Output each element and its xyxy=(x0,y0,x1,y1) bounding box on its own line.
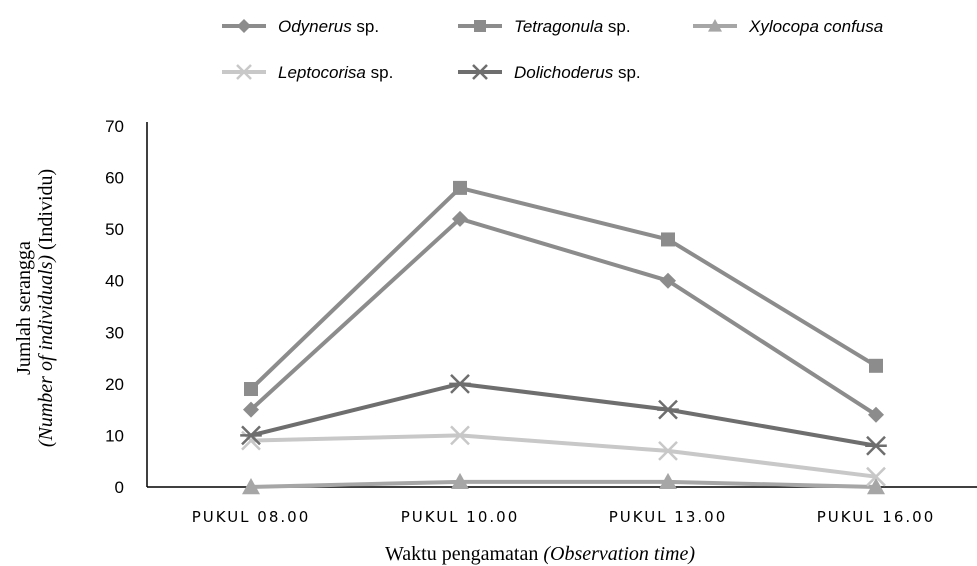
legend-label: Odynerus sp. xyxy=(278,17,379,36)
y-tick-label: 50 xyxy=(105,220,124,239)
data-point xyxy=(658,441,678,461)
series-4 xyxy=(240,373,887,456)
legend: Odynerus sp. Tetragonula sp. Xylocopa conf… xyxy=(222,17,883,82)
legend-marker xyxy=(237,19,251,33)
legend-item: Leptocorisa sp. xyxy=(222,63,393,82)
data-point xyxy=(657,399,679,420)
y-tick-label: 30 xyxy=(105,323,124,342)
y-tick-label: 60 xyxy=(105,169,124,188)
x-tick-label: PUKUL 13.00 xyxy=(609,508,728,526)
series-line xyxy=(250,479,877,489)
data-point xyxy=(869,358,883,373)
data-point xyxy=(450,425,470,446)
legend-label: Xylocopa confusa xyxy=(748,17,883,36)
x-axis-title-italic: (Observation time) xyxy=(543,543,695,565)
legend-label-rest: sp. xyxy=(366,63,393,82)
y-tick-label: 0 xyxy=(115,478,124,497)
legend-item: Tetragonula sp. xyxy=(458,17,631,36)
legend-label-italic: Xylocopa confusa xyxy=(748,17,883,36)
y-tick-label: 20 xyxy=(105,375,124,394)
x-axis-title: Waktu pengamatan (Observation time) xyxy=(385,543,695,565)
series-line xyxy=(249,185,878,391)
legend-label-italic: Tetragonula xyxy=(514,17,603,36)
series-2 xyxy=(242,472,885,495)
series-0 xyxy=(243,210,884,423)
data-point xyxy=(865,435,887,456)
data-point xyxy=(660,272,676,289)
legend-label-rest: sp. xyxy=(613,63,640,82)
series-line xyxy=(250,381,877,448)
legend-item: Dolichoderus sp. xyxy=(458,63,641,82)
y-axis-title-line1: Jumlah serangga xyxy=(13,241,35,375)
legend-label-rest: sp. xyxy=(352,17,379,36)
legend-label-italic: Leptocorisa xyxy=(278,63,366,82)
series-3 xyxy=(241,425,886,487)
data-point xyxy=(868,406,884,423)
legend-label: Leptocorisa sp. xyxy=(278,63,393,82)
data-point xyxy=(242,478,260,495)
legend-marker xyxy=(236,64,252,80)
data-point xyxy=(451,472,469,490)
axes: 0 10 20 30 40 50 60 70 PUKUL 08.00 PUKUL 10.00 PUK… xyxy=(105,117,977,526)
legend-marker xyxy=(708,19,722,32)
data-point xyxy=(659,472,677,490)
legend-label: Dolichoderus sp. xyxy=(514,63,641,82)
data-point xyxy=(661,232,675,247)
x-tick-label: PUKUL 10.00 xyxy=(401,508,520,526)
x-tick-label: PUKUL 16.00 xyxy=(817,508,936,526)
data-point xyxy=(449,373,471,394)
data-point xyxy=(452,210,468,227)
x-axis-title-main: Waktu pengamatan xyxy=(385,543,543,565)
legend-label-italic: Dolichoderus xyxy=(514,63,614,82)
x-tick-label: PUKUL 08.00 xyxy=(192,508,311,526)
legend-label-italic: Odynerus xyxy=(278,17,352,36)
series-line xyxy=(250,433,877,479)
legend-item: Xylocopa confusa xyxy=(693,17,883,36)
series-group xyxy=(240,180,887,495)
data-point xyxy=(867,478,885,495)
data-point xyxy=(244,382,258,397)
series-1 xyxy=(244,180,883,397)
legend-marker xyxy=(474,20,486,32)
legend-item: Odynerus sp. xyxy=(222,17,379,36)
data-point xyxy=(243,401,259,418)
data-point xyxy=(866,466,886,487)
y-axis-title-line2: (Number of individuals) (Individu) xyxy=(35,169,57,447)
legend-label: Tetragonula sp. xyxy=(514,17,631,36)
data-point xyxy=(240,425,262,446)
y-tick-label: 40 xyxy=(105,272,124,291)
y-tick-label: 70 xyxy=(105,117,124,136)
series-line xyxy=(249,216,878,417)
data-point xyxy=(453,180,467,195)
legend-label-rest: sp. xyxy=(603,17,630,36)
y-axis-title-line2-rest: (Individu) xyxy=(35,169,57,255)
axis-titles: Waktu pengamatan (Observation time) Juml… xyxy=(13,169,695,565)
y-tick-label: 10 xyxy=(105,426,124,445)
legend-marker xyxy=(471,64,489,80)
y-axis-title-line2-italic: (Number of individuals) xyxy=(35,255,57,448)
